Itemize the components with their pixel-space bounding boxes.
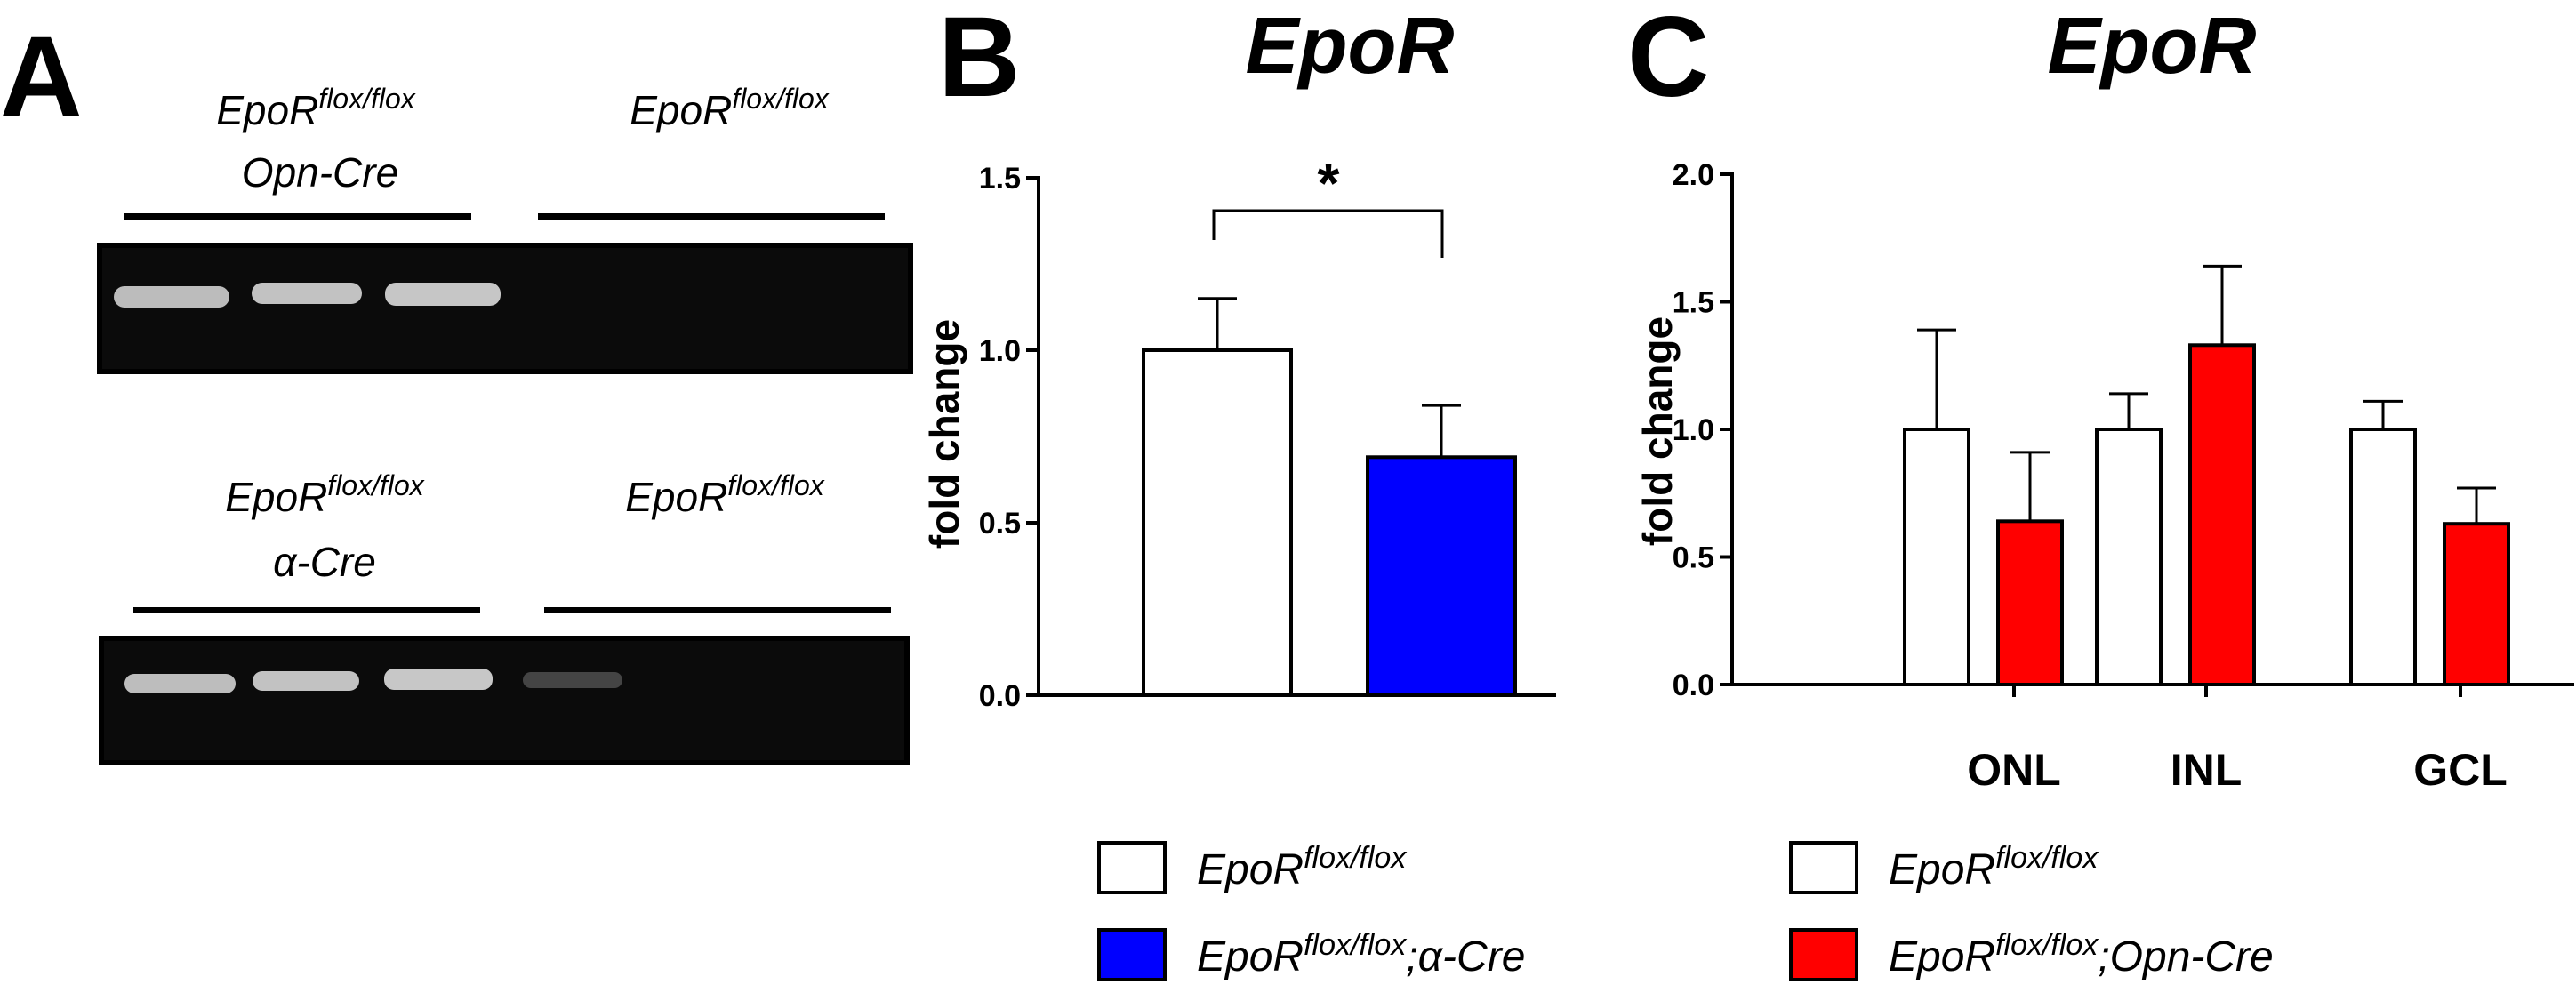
gel1-right-label-sup: flox/flox bbox=[732, 83, 829, 115]
gel2-band-2 bbox=[253, 671, 359, 691]
bar-inl-1 bbox=[2095, 428, 2163, 686]
significance-star: * bbox=[1318, 151, 1340, 215]
panel-b-ylabel: fold change bbox=[921, 319, 967, 549]
y-tick-label: 0.5 bbox=[1673, 541, 1714, 575]
x-tick-label: GCL bbox=[2413, 745, 2508, 795]
gel2-left-group-bar bbox=[133, 607, 480, 613]
gel1-right-label: EpoRflox/flox bbox=[630, 83, 830, 133]
legend-label-base: EpoR bbox=[1889, 846, 1995, 893]
gel2-left-label-base: EpoR bbox=[225, 474, 327, 520]
panel-b-significance: * bbox=[1212, 151, 1444, 258]
gel1-band-2 bbox=[252, 283, 362, 304]
significance-bracket bbox=[1212, 209, 1444, 258]
gel2-right-label-sup: flox/flox bbox=[727, 469, 824, 501]
y-tick-label: 0.5 bbox=[979, 507, 1021, 541]
legend-label-base: EpoR bbox=[1197, 933, 1304, 981]
gel1-left-label-line2: Opn-Cre bbox=[242, 149, 398, 196]
legend-label: EpoRflox/flox bbox=[1889, 841, 2099, 893]
panel-c-bars bbox=[1903, 264, 2510, 686]
gel1-left-label-base: EpoR bbox=[216, 87, 318, 133]
gel2-right-label-base: EpoR bbox=[625, 474, 727, 520]
legend-label-sup: flox/flox bbox=[1304, 928, 1407, 962]
gel2-left-label-line2: α-Cre bbox=[273, 539, 376, 585]
y-tick-label: 1.0 bbox=[1673, 413, 1714, 447]
panel-c-letter: C bbox=[1627, 0, 1709, 121]
panel-c-ylabel: fold change bbox=[1634, 316, 1681, 546]
gel2-band-3 bbox=[384, 669, 493, 690]
bar-onl-1 bbox=[1903, 428, 1970, 686]
y-tick-label: 2.0 bbox=[1673, 158, 1714, 192]
y-tick-label: 1.5 bbox=[1673, 286, 1714, 320]
panel-a: A EpoRflox/flox Opn-Cre EpoRflox/flox Ep… bbox=[0, 13, 913, 765]
gel1-right-label-base: EpoR bbox=[630, 87, 732, 133]
gel1-left-label: EpoRflox/flox bbox=[216, 83, 416, 133]
panel-a-letter: A bbox=[0, 13, 82, 140]
bar-gcl-1 bbox=[2349, 428, 2417, 686]
gel2-right-group-bar bbox=[544, 607, 891, 613]
gel2-band-4 bbox=[523, 672, 622, 688]
bar-2 bbox=[1366, 455, 1517, 698]
legend-swatch bbox=[1097, 841, 1167, 894]
x-tick-label: INL bbox=[2171, 745, 2243, 795]
panel-b-letter: B bbox=[938, 0, 1020, 121]
panel-b: B EpoR fold change 0.00.51.01.5 * EpoRfl… bbox=[921, 0, 1556, 981]
y-tick-label: 1.5 bbox=[979, 162, 1021, 196]
gel1-band-3 bbox=[385, 283, 501, 306]
panel-c: C EpoR fold change 0.0 0.5 1.0 1.5 2.0 ONL INL… bbox=[1627, 0, 2574, 981]
panel-b-bars bbox=[1142, 297, 1517, 698]
y-tick-label: 0.0 bbox=[979, 679, 1021, 713]
legend-swatch bbox=[1097, 928, 1167, 981]
gel2-right-label: EpoRflox/flox bbox=[625, 469, 825, 520]
bar-onl-2 bbox=[1996, 519, 2064, 686]
bar-inl-2 bbox=[2188, 343, 2256, 686]
gel2-left-label-sup: flox/flox bbox=[327, 469, 424, 501]
gel2-image bbox=[99, 636, 910, 765]
gel1-image bbox=[97, 243, 913, 374]
gel2-band-1 bbox=[124, 674, 236, 693]
gel1-left-label-sup: flox/flox bbox=[318, 83, 415, 115]
legend-label: EpoRflox/flox bbox=[1197, 841, 1407, 893]
legend-label: EpoRflox/flox;Opn-Cre bbox=[1889, 928, 2274, 981]
gel1-left-group-bar bbox=[124, 213, 471, 220]
bar-1 bbox=[1142, 348, 1293, 697]
legend-label-base: EpoR bbox=[1197, 846, 1304, 893]
legend-label-suffix: ;Opn-Cre bbox=[2098, 933, 2273, 981]
legend-swatch bbox=[1789, 928, 1858, 981]
legend-label-sup: flox/flox bbox=[1995, 841, 2099, 875]
legend-label-suffix: ;α-Cre bbox=[1406, 933, 1525, 981]
x-tick-label: ONL bbox=[1967, 745, 2061, 795]
gel2-left-label: EpoRflox/flox bbox=[225, 469, 425, 520]
legend-swatch bbox=[1789, 841, 1858, 894]
legend-label-sup: flox/flox bbox=[1304, 841, 1407, 875]
y-tick-label: 1.0 bbox=[979, 334, 1021, 368]
gel1-band-1 bbox=[114, 286, 229, 308]
legend-label-base: EpoR bbox=[1889, 933, 1995, 981]
legend-label: EpoRflox/flox;α-Cre bbox=[1197, 928, 1525, 981]
panel-b-axes: 0.0 0.5 1.0 1.5 bbox=[979, 162, 1556, 713]
gel1-right-group-bar bbox=[538, 213, 885, 220]
y-tick-label: 0.0 bbox=[1673, 669, 1714, 702]
panel-b-title: EpoR bbox=[1246, 2, 1455, 91]
legend-label-sup: flox/flox bbox=[1995, 928, 2099, 962]
bar-gcl-2 bbox=[2443, 522, 2510, 686]
panel-c-title: EpoR bbox=[2048, 2, 2257, 91]
